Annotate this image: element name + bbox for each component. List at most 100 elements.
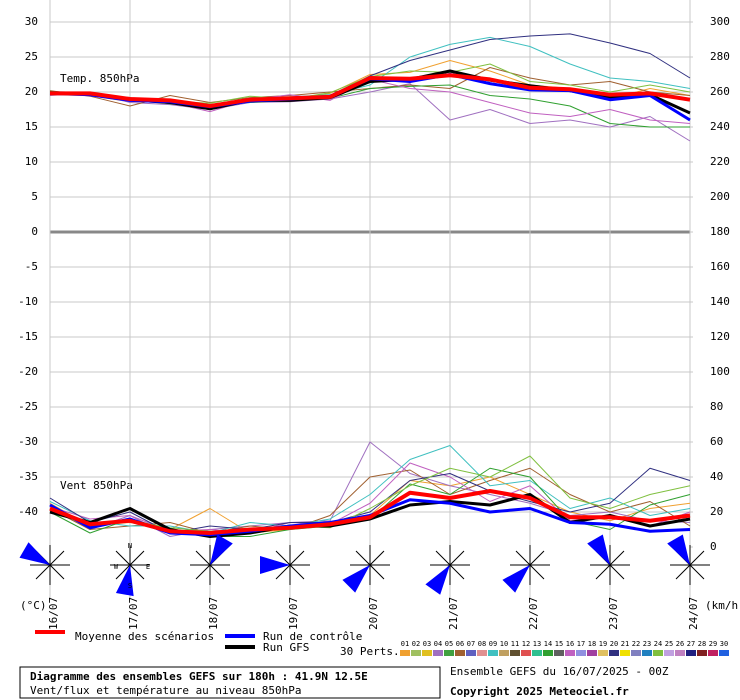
x-tick-label: 16/07 (47, 597, 60, 630)
compass-letter: W (114, 563, 119, 571)
y2-tick-label: 60 (710, 435, 723, 448)
y-tick-label: 25 (25, 50, 38, 63)
y-tick-label: 10 (25, 155, 38, 168)
pert-swatch (543, 650, 553, 656)
y2-tick-label: 120 (710, 330, 730, 343)
y-tick-label: -35 (18, 470, 38, 483)
pert-label: 05 (445, 640, 453, 648)
wind-rose (190, 534, 233, 585)
legend-label: Run de contrôle (263, 630, 362, 643)
pert-swatch (664, 650, 674, 656)
info-box (19, 666, 441, 699)
pert-swatch (499, 650, 509, 656)
y2-tick-label: 220 (710, 155, 730, 168)
wind-wedge (667, 534, 690, 565)
pert-label: 27 (687, 640, 695, 648)
pert-swatch (400, 650, 410, 656)
pert-swatch (697, 650, 707, 656)
y-tick-label: -15 (18, 330, 38, 343)
pert-label: 22 (632, 640, 640, 648)
pert-label: 28 (698, 640, 706, 648)
wind-line (49, 455, 691, 532)
y2-axis-label: (km/h) (705, 599, 740, 612)
wind-rose (425, 545, 470, 595)
pert-label: 15 (555, 640, 563, 648)
pert-swatch (521, 650, 531, 656)
pert-swatch (411, 650, 421, 656)
pert-label: 25 (665, 640, 673, 648)
pert-swatch (510, 650, 520, 656)
x-tick-label: 23/07 (607, 597, 620, 630)
pert-label: 06 (456, 640, 464, 648)
pert-label: 17 (577, 640, 585, 648)
pert-swatch (653, 650, 663, 656)
y2-tick-label: 280 (710, 50, 730, 63)
y-tick-label: -40 (18, 505, 38, 518)
wind-rose (667, 534, 710, 585)
pert-label: 10 (500, 640, 508, 648)
pert-swatch (554, 650, 564, 656)
chart-title: Diagramme des ensembles GEFS sur 180h : … (30, 670, 368, 683)
pert-label: 23 (643, 640, 651, 648)
y-tick-label: -5 (25, 260, 38, 273)
pert-swatch (488, 650, 498, 656)
pert-swatch (609, 650, 619, 656)
wind-rose (19, 542, 70, 585)
pert-swatch (466, 650, 476, 656)
wind-wedge (210, 534, 233, 565)
y-tick-label: 0 (31, 225, 38, 238)
pert-swatch (565, 650, 575, 656)
y2-tick-label: 20 (710, 505, 723, 518)
pert-swatch (532, 650, 542, 656)
pert-swatch (631, 650, 641, 656)
y2-tick-label: 200 (710, 190, 730, 203)
wind-rose (342, 545, 390, 593)
pert-swatch (576, 650, 586, 656)
pert-label: 03 (423, 640, 431, 648)
y-tick-label: 30 (25, 15, 38, 28)
perts-label: 30 Perts. (340, 645, 400, 658)
pert-label: 24 (654, 640, 662, 648)
y2-tick-label: 80 (710, 400, 723, 413)
pert-label: 02 (412, 640, 420, 648)
legend-label: Moyenne des scénarios (75, 630, 214, 643)
y2-tick-label: 240 (710, 120, 730, 133)
wind-label: Vent 850hPa (60, 479, 133, 492)
y-tick-label: 15 (25, 120, 38, 133)
pert-label: 19 (599, 640, 607, 648)
pert-swatch (675, 650, 685, 656)
wind-wedge (260, 556, 290, 574)
pert-label: 29 (709, 640, 717, 648)
pert-label: 20 (610, 640, 618, 648)
y-tick-label: 5 (31, 190, 38, 203)
y2-tick-label: 180 (710, 225, 730, 238)
pert-label: 30 (720, 640, 728, 648)
pert-label: 13 (533, 640, 541, 648)
pert-swatch (477, 650, 487, 656)
compass-letter: E (146, 563, 150, 571)
legend-label: Run GFS (263, 641, 309, 654)
wind-rose (502, 545, 550, 593)
compass-letter: N (128, 542, 132, 550)
pert-label: 26 (676, 640, 684, 648)
pert-label: 14 (544, 640, 552, 648)
wind-wedge (502, 565, 530, 593)
pert-swatch (642, 650, 652, 656)
pert-swatch (686, 650, 696, 656)
pert-label: 07 (467, 640, 475, 648)
y2-tick-label: 260 (710, 85, 730, 98)
wind-rose (587, 534, 630, 585)
pert-swatch (587, 650, 597, 656)
y-tick-label: -20 (18, 365, 38, 378)
y-tick-label: -25 (18, 400, 38, 413)
pert-swatch (598, 650, 608, 656)
wind-wedge (342, 565, 370, 593)
pert-label: 16 (566, 640, 574, 648)
y-tick-label: -10 (18, 295, 38, 308)
wind-wedge (425, 565, 450, 595)
copyright: Copyright 2025 Meteociel.fr (450, 685, 629, 698)
x-tick-label: 19/07 (287, 597, 300, 630)
temp-line (49, 83, 691, 142)
y2-tick-label: 160 (710, 260, 730, 273)
